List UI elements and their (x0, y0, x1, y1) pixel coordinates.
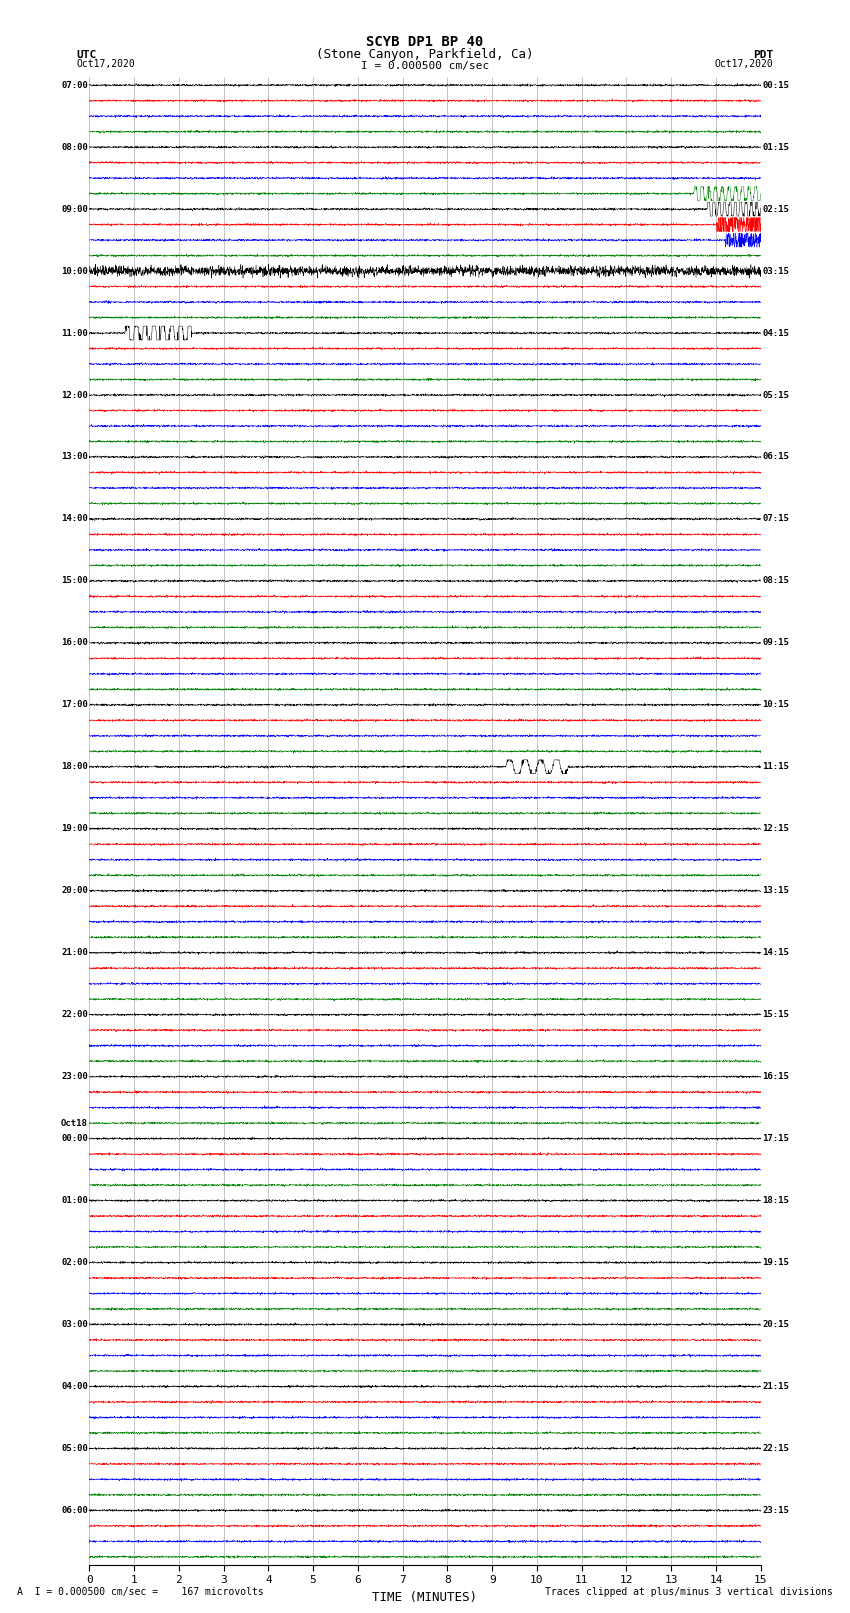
Text: 15:00: 15:00 (61, 576, 88, 586)
Text: I = 0.000500 cm/sec: I = 0.000500 cm/sec (361, 61, 489, 71)
Text: 09:15: 09:15 (762, 639, 789, 647)
Text: 12:00: 12:00 (61, 390, 88, 400)
Text: 02:00: 02:00 (61, 1258, 88, 1268)
Text: Oct17,2020: Oct17,2020 (715, 60, 774, 69)
Text: 05:00: 05:00 (61, 1444, 88, 1453)
Text: 07:00: 07:00 (61, 81, 88, 90)
Text: 13:00: 13:00 (61, 453, 88, 461)
Text: 04:00: 04:00 (61, 1382, 88, 1390)
Text: 03:00: 03:00 (61, 1319, 88, 1329)
Text: 00:15: 00:15 (762, 81, 789, 90)
Text: SCYB DP1 BP 40: SCYB DP1 BP 40 (366, 35, 484, 50)
Text: 18:00: 18:00 (61, 763, 88, 771)
Text: 14:15: 14:15 (762, 948, 789, 957)
Text: 01:00: 01:00 (61, 1197, 88, 1205)
Text: 06:15: 06:15 (762, 453, 789, 461)
Text: 01:15: 01:15 (762, 142, 789, 152)
Text: 17:00: 17:00 (61, 700, 88, 710)
Text: 23:15: 23:15 (762, 1507, 789, 1515)
Text: 16:15: 16:15 (762, 1073, 789, 1081)
X-axis label: TIME (MINUTES): TIME (MINUTES) (372, 1590, 478, 1603)
Text: Oct17,2020: Oct17,2020 (76, 60, 135, 69)
Text: 05:15: 05:15 (762, 390, 789, 400)
Text: 03:15: 03:15 (762, 266, 789, 276)
Text: 02:15: 02:15 (762, 205, 789, 213)
Text: 07:15: 07:15 (762, 515, 789, 524)
Text: A  I = 0.000500 cm/sec =    167 microvolts: A I = 0.000500 cm/sec = 167 microvolts (17, 1587, 264, 1597)
Text: 16:00: 16:00 (61, 639, 88, 647)
Text: 19:15: 19:15 (762, 1258, 789, 1268)
Text: Traces clipped at plus/minus 3 vertical divisions: Traces clipped at plus/minus 3 vertical … (545, 1587, 833, 1597)
Text: 08:00: 08:00 (61, 142, 88, 152)
Text: 10:15: 10:15 (762, 700, 789, 710)
Text: 10:00: 10:00 (61, 266, 88, 276)
Text: 21:00: 21:00 (61, 948, 88, 957)
Text: 11:00: 11:00 (61, 329, 88, 337)
Text: 23:00: 23:00 (61, 1073, 88, 1081)
Text: 20:00: 20:00 (61, 886, 88, 895)
Text: 08:15: 08:15 (762, 576, 789, 586)
Text: 20:15: 20:15 (762, 1319, 789, 1329)
Text: 19:00: 19:00 (61, 824, 88, 834)
Text: 09:00: 09:00 (61, 205, 88, 213)
Text: Oct18: Oct18 (61, 1118, 88, 1127)
Text: 13:15: 13:15 (762, 886, 789, 895)
Text: 21:15: 21:15 (762, 1382, 789, 1390)
Text: 11:15: 11:15 (762, 763, 789, 771)
Text: 12:15: 12:15 (762, 824, 789, 834)
Text: 00:00: 00:00 (61, 1134, 88, 1144)
Text: 18:15: 18:15 (762, 1197, 789, 1205)
Text: 17:15: 17:15 (762, 1134, 789, 1144)
Text: (Stone Canyon, Parkfield, Ca): (Stone Canyon, Parkfield, Ca) (316, 48, 534, 61)
Text: 22:15: 22:15 (762, 1444, 789, 1453)
Text: UTC: UTC (76, 50, 97, 60)
Text: 06:00: 06:00 (61, 1507, 88, 1515)
Text: 15:15: 15:15 (762, 1010, 789, 1019)
Text: 22:00: 22:00 (61, 1010, 88, 1019)
Text: 14:00: 14:00 (61, 515, 88, 524)
Text: PDT: PDT (753, 50, 774, 60)
Text: 04:15: 04:15 (762, 329, 789, 337)
